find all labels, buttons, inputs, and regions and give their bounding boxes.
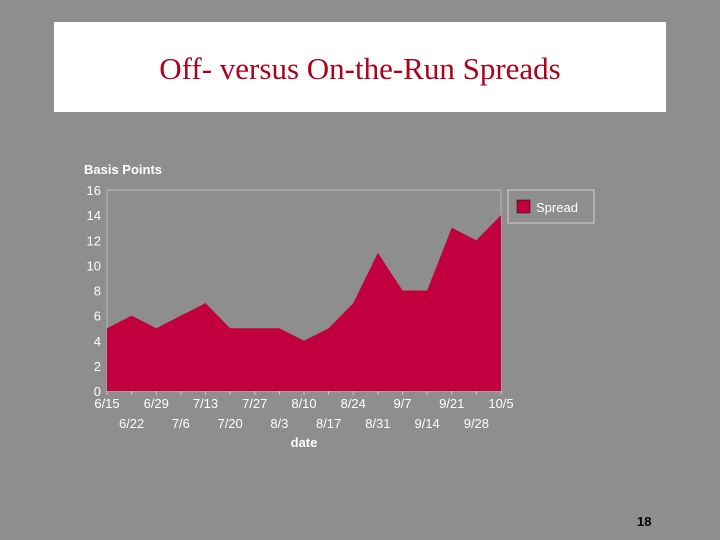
x-tick-label: 7/6 xyxy=(172,416,190,431)
x-tick-label: 8/24 xyxy=(341,396,366,411)
x-tick-label: 7/13 xyxy=(193,396,218,411)
y-tick-label: 6 xyxy=(94,309,101,324)
x-tick-label: 6/22 xyxy=(119,416,144,431)
y-tick-label: 2 xyxy=(94,359,101,374)
x-axis-title: date xyxy=(291,435,318,450)
x-tick-label: 9/7 xyxy=(393,396,411,411)
x-tick-label: 9/14 xyxy=(414,416,439,431)
x-tick-label: 7/27 xyxy=(242,396,267,411)
x-tick-label: 6/29 xyxy=(144,396,169,411)
series-area-spread xyxy=(107,215,501,391)
x-tick-label: 7/20 xyxy=(217,416,242,431)
x-tick-label: 9/28 xyxy=(464,416,489,431)
legend-label-spread: Spread xyxy=(536,200,578,215)
y-tick-label: 12 xyxy=(87,233,101,248)
x-tick-label: 6/15 xyxy=(94,396,119,411)
chart-legend: Spread xyxy=(507,189,595,224)
chart-plot-area xyxy=(106,215,502,391)
x-tick-label: 9/21 xyxy=(439,396,464,411)
page-number: 18 xyxy=(637,514,652,529)
y-tick-label: 8 xyxy=(94,284,101,299)
y-tick-label: 10 xyxy=(87,258,101,273)
x-tick-label: 8/3 xyxy=(270,416,288,431)
y-tick-label: 14 xyxy=(87,208,101,223)
x-tick-label: 8/31 xyxy=(365,416,390,431)
slide-title: Off- versus On-the-Run Spreads xyxy=(159,51,561,86)
legend-swatch-spread xyxy=(516,199,531,214)
title-box: Off- versus On-the-Run Spreads xyxy=(54,22,666,112)
x-tick-label: 8/10 xyxy=(291,396,316,411)
chart-ticks: 0 2 4 6 8 10 12 14 16 6/156/226/297/67/13 7/207/27… xyxy=(87,183,514,431)
x-tick-label: 8/17 xyxy=(316,416,341,431)
legend-box xyxy=(507,189,595,224)
y-axis-title: Basis Points xyxy=(84,162,162,177)
y-tick-label: 16 xyxy=(87,183,101,198)
x-tick-label: 10/5 xyxy=(488,396,513,411)
y-tick-label: 0 xyxy=(94,384,101,399)
y-tick-label: 4 xyxy=(94,334,101,349)
